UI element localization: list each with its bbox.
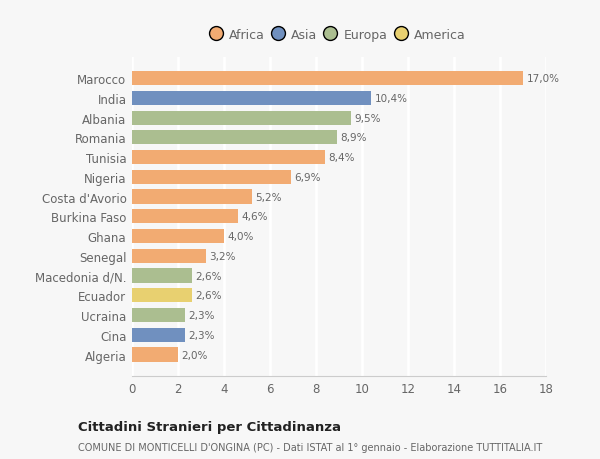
- Text: 8,9%: 8,9%: [340, 133, 367, 143]
- Bar: [132, 190, 251, 204]
- Bar: [132, 170, 291, 185]
- Text: 2,3%: 2,3%: [188, 310, 215, 320]
- Bar: [132, 92, 371, 106]
- Bar: [132, 210, 238, 224]
- Text: 9,5%: 9,5%: [354, 113, 380, 123]
- Text: 4,0%: 4,0%: [227, 232, 254, 241]
- Bar: [132, 308, 185, 323]
- Bar: [132, 269, 192, 283]
- Bar: [132, 289, 192, 303]
- Bar: [132, 348, 178, 362]
- Bar: [132, 328, 185, 342]
- Text: 2,3%: 2,3%: [188, 330, 215, 340]
- Bar: [132, 230, 224, 244]
- Text: 8,4%: 8,4%: [329, 153, 355, 163]
- Text: 3,2%: 3,2%: [209, 251, 236, 261]
- Text: 2,0%: 2,0%: [181, 350, 208, 360]
- Text: 10,4%: 10,4%: [374, 94, 407, 104]
- Text: 2,6%: 2,6%: [195, 271, 222, 281]
- Text: Cittadini Stranieri per Cittadinanza: Cittadini Stranieri per Cittadinanza: [78, 420, 341, 433]
- Bar: [132, 72, 523, 86]
- Text: 6,9%: 6,9%: [294, 173, 320, 183]
- Bar: [132, 249, 206, 263]
- Text: 4,6%: 4,6%: [241, 212, 268, 222]
- Text: 2,6%: 2,6%: [195, 291, 222, 301]
- Bar: [132, 111, 350, 125]
- Bar: [132, 131, 337, 145]
- Text: 17,0%: 17,0%: [526, 74, 559, 84]
- Bar: [132, 151, 325, 165]
- Text: 5,2%: 5,2%: [255, 192, 281, 202]
- Legend: Africa, Asia, Europa, America: Africa, Asia, Europa, America: [209, 25, 469, 46]
- Text: COMUNE DI MONTICELLI D'ONGINA (PC) - Dati ISTAT al 1° gennaio - Elaborazione TUT: COMUNE DI MONTICELLI D'ONGINA (PC) - Dat…: [78, 442, 542, 452]
